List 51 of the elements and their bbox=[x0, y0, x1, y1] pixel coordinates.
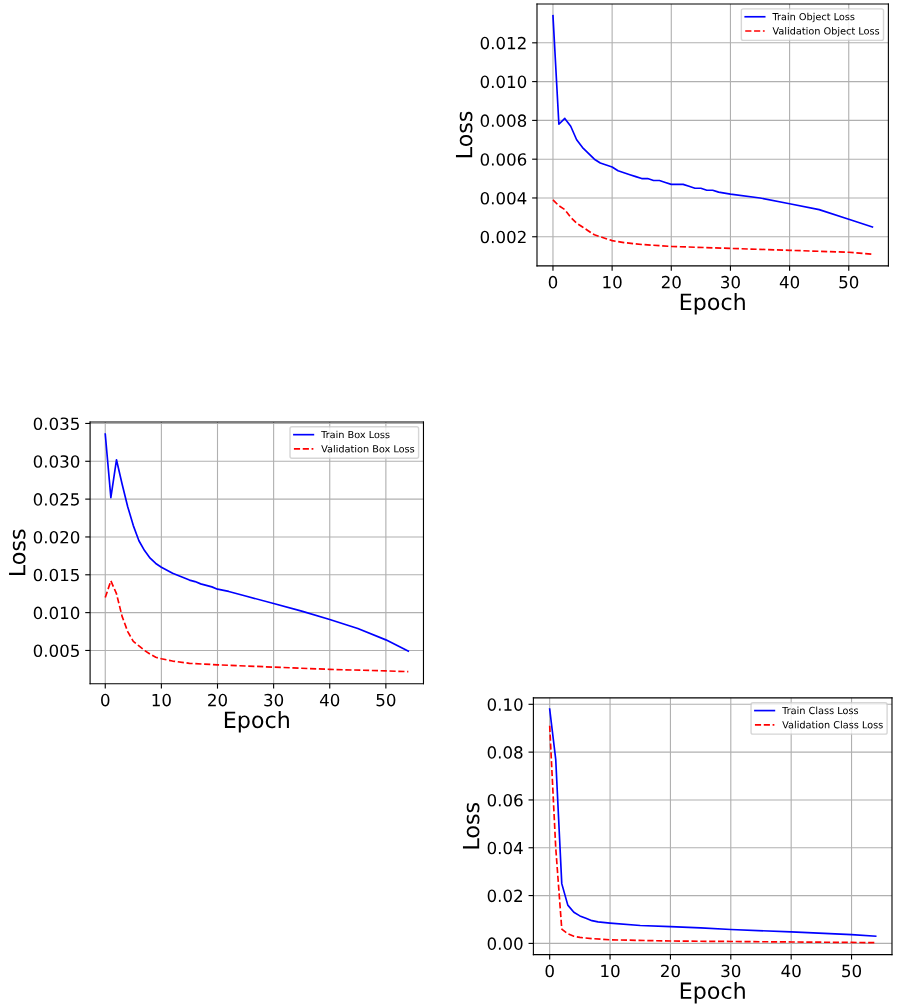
legend-label: Validation Object Loss bbox=[772, 27, 880, 37]
x-tick-label: 0 bbox=[548, 275, 558, 289]
y-tick-label: 0.04 bbox=[487, 841, 523, 855]
y-tick-label: 0.06 bbox=[487, 793, 523, 807]
y-tick-label: 0.004 bbox=[480, 191, 527, 205]
x-tick-label: 30 bbox=[721, 964, 741, 978]
legend-label: Train Object Loss bbox=[772, 12, 855, 23]
x-tick-label: 10 bbox=[603, 275, 622, 289]
x-tick-label: 50 bbox=[376, 693, 396, 707]
y-axis-title: Loss bbox=[455, 111, 473, 158]
x-tick-label: 10 bbox=[601, 964, 620, 978]
y-tick-label: 0.02 bbox=[487, 889, 522, 903]
x-tick-label: 30 bbox=[721, 275, 740, 289]
y-tick-label: 0.015 bbox=[33, 568, 79, 582]
line-series bbox=[552, 199, 874, 256]
x-tick-label: 40 bbox=[319, 693, 340, 707]
legend-label: Train Class Loss bbox=[782, 706, 859, 715]
y-tick-label: 0.010 bbox=[33, 606, 80, 620]
y-tick-label: 0.010 bbox=[480, 75, 527, 89]
y-tick-label: 0.006 bbox=[480, 153, 527, 166]
y-tick-label: 0.08 bbox=[487, 746, 523, 759]
x-tick-label: 0 bbox=[545, 964, 554, 978]
x-tick-label: 10 bbox=[152, 693, 171, 707]
x-tick-label: 30 bbox=[264, 693, 284, 707]
x-tick-label: 0 bbox=[101, 693, 110, 707]
legend-label: Validation Class Loss bbox=[782, 720, 883, 729]
y-tick-label: 0.10 bbox=[487, 698, 523, 711]
legend-label: Validation Box Loss bbox=[321, 444, 415, 453]
x-tick-label: 50 bbox=[839, 275, 859, 289]
x-axis-title: Epoch bbox=[224, 710, 289, 733]
x-axis-title: Epoch bbox=[680, 981, 745, 1004]
y-tick-label: 0.012 bbox=[480, 36, 526, 50]
y-tick-label: 0.035 bbox=[33, 417, 79, 431]
y-tick-label: 0.00 bbox=[487, 937, 523, 950]
y-tick-label: 0.025 bbox=[33, 493, 79, 506]
x-tick-label: 40 bbox=[779, 275, 800, 289]
y-tick-label: 0.002 bbox=[480, 230, 526, 244]
y-tick-label: 0.020 bbox=[33, 530, 80, 544]
y-tick-label: 0.030 bbox=[33, 455, 80, 468]
x-tick-label: 20 bbox=[208, 693, 227, 707]
x-tick-label: 40 bbox=[781, 964, 801, 978]
y-tick-label: 0.008 bbox=[480, 114, 527, 127]
y-tick-label: 0.005 bbox=[33, 644, 79, 658]
x-tick-label: 50 bbox=[842, 964, 862, 978]
x-axis-title: Epoch bbox=[680, 293, 745, 315]
y-axis-title: Loss bbox=[462, 802, 480, 849]
legend-label: Train Box Loss bbox=[321, 430, 390, 439]
line-series bbox=[104, 580, 410, 673]
x-tick-label: 20 bbox=[661, 964, 680, 978]
y-axis-title: Loss bbox=[9, 529, 26, 576]
x-tick-label: 20 bbox=[661, 275, 681, 289]
